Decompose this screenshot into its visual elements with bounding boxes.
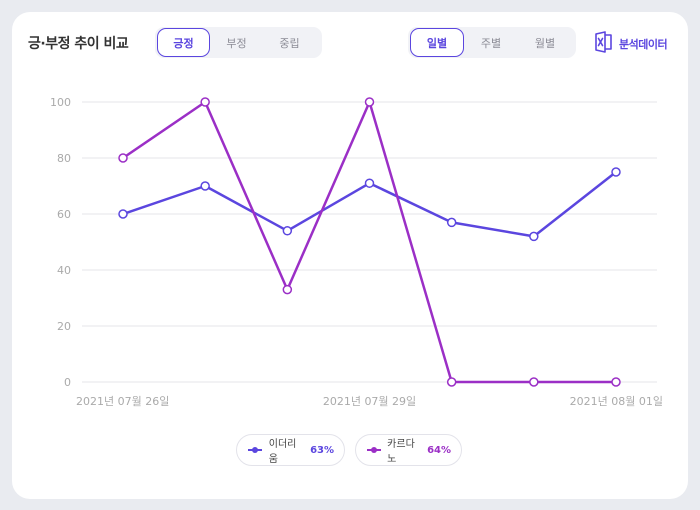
tab-daily[interactable]: 일별 [410, 28, 464, 57]
export-label: 분석데이터 [619, 38, 668, 51]
y-tick-label: 100 [50, 96, 71, 109]
series-line-2 [122, 100, 616, 384]
y-tick-label: 0 [64, 376, 71, 389]
tab-neutral[interactable]: 중립 [279, 36, 300, 50]
series-1-point[interactable] [529, 231, 539, 242]
series-2-point[interactable] [529, 377, 539, 387]
legend-marker-series-2 [367, 447, 381, 453]
tab-negative[interactable]: 부정 [226, 36, 247, 50]
tab-monthly[interactable]: 월별 [534, 36, 556, 50]
series-1-point[interactable] [282, 226, 293, 236]
series-1-point[interactable] [200, 181, 210, 191]
sentiment-tab-group: 긍정 부정 중립 [155, 27, 322, 58]
x-tick-label: 2021년 07월 26일 [76, 394, 169, 408]
series-2-point[interactable] [364, 97, 375, 107]
excel-icon [593, 31, 613, 57]
legend-item-series-1[interactable]: 이더리움 63% [236, 434, 345, 466]
series-1-point[interactable] [611, 167, 621, 177]
series-2-point[interactable] [282, 284, 293, 295]
period-tab-group: 일별 주별 월별 [408, 27, 576, 58]
series-1-point[interactable] [364, 178, 375, 188]
series-2-point[interactable] [446, 377, 457, 387]
legend-label-series-2: 카르다노 [387, 439, 415, 465]
legend-percent-series-1: 63% [310, 444, 334, 456]
series-1-point[interactable] [118, 209, 128, 219]
series-2-point[interactable] [611, 377, 621, 387]
legend-item-series-2[interactable]: 카르다노 64% [355, 434, 462, 466]
chart-title: 긍·부정 추이 비교 [28, 36, 129, 52]
x-tick-label: 2021년 07월 29일 [323, 394, 416, 408]
legend-label-series-1: 이더리움 [268, 439, 297, 465]
y-tick-label: 40 [57, 264, 71, 277]
y-tick-label: 80 [57, 152, 71, 165]
tab-weekly[interactable]: 주별 [480, 36, 502, 50]
legend-percent-series-2: 64% [427, 444, 451, 456]
series-2-point[interactable] [200, 97, 210, 107]
y-tick-label: 60 [57, 208, 71, 221]
x-tick-label: 2021년 08월 01일 [570, 394, 663, 408]
export-data-button[interactable]: 분석데이터 [593, 31, 668, 57]
series-1-point[interactable] [446, 217, 457, 228]
chart-card [12, 12, 688, 499]
series-2-point[interactable] [118, 153, 128, 163]
y-tick-label: 20 [57, 320, 71, 333]
legend-marker-series-1 [248, 447, 262, 453]
tab-positive[interactable]: 긍정 [157, 28, 210, 57]
